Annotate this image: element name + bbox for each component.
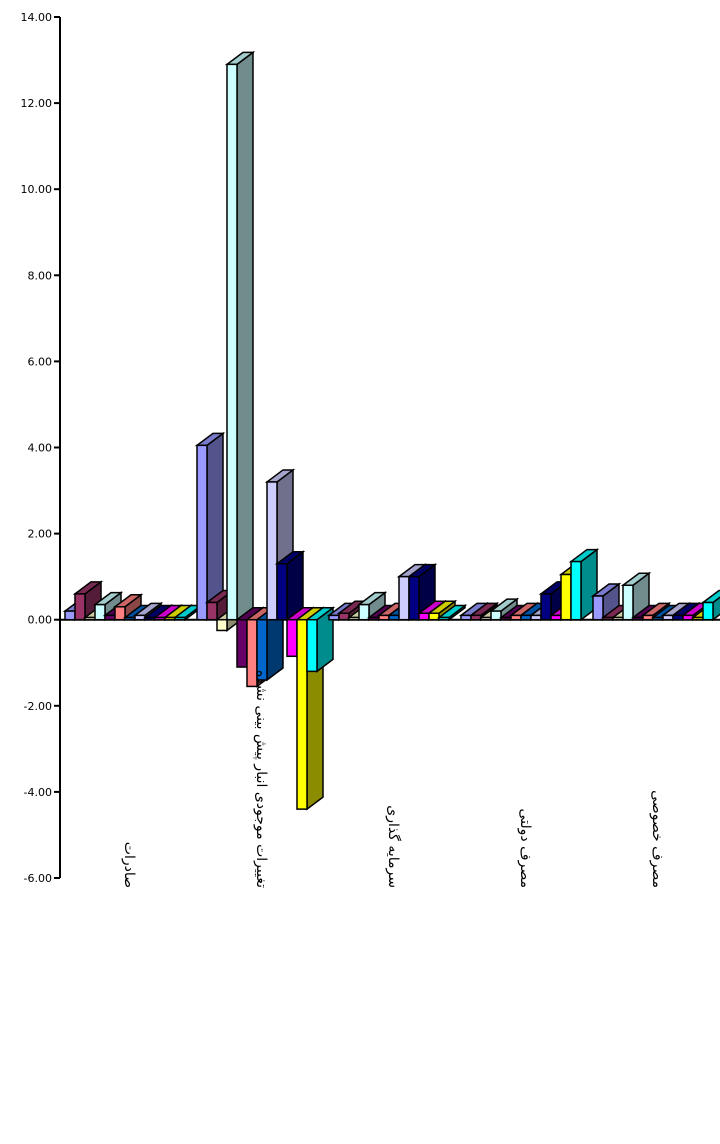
x-tick-label: تغییرات موجودی انبار پیش بینی نشده [253, 670, 269, 888]
bar [501, 618, 511, 620]
bar [693, 618, 703, 620]
bar [267, 482, 277, 620]
bar [429, 613, 439, 619]
y-tick-label: -2.00 [24, 700, 52, 713]
bar [359, 605, 369, 620]
bar [703, 602, 713, 619]
y-tick-label: 6.00 [28, 355, 53, 368]
y-tick-label: 12.00 [21, 97, 53, 110]
bar [135, 615, 145, 619]
bar [439, 618, 449, 620]
x-tick-label: سرمایه گذاری [385, 805, 402, 888]
bar [75, 594, 85, 620]
bar [471, 615, 481, 619]
bar [207, 602, 217, 619]
bar [593, 596, 603, 620]
bar [65, 611, 75, 620]
y-tick-label: 2.00 [28, 528, 53, 541]
y-tick-label: 8.00 [28, 269, 53, 282]
y-tick-label: 4.00 [28, 442, 53, 455]
y-tick-label: 10.00 [21, 183, 53, 196]
bar [683, 615, 693, 619]
bar [227, 64, 237, 619]
bar [95, 605, 105, 620]
bar [217, 620, 227, 631]
bar [175, 618, 185, 620]
bar [105, 615, 115, 619]
bar [85, 618, 95, 620]
bar [297, 620, 307, 809]
bar [329, 615, 339, 619]
bar [633, 618, 643, 620]
bar [531, 615, 541, 619]
y-tick-label: -6.00 [24, 872, 52, 885]
bar [481, 618, 491, 620]
bar [307, 620, 317, 672]
bar [561, 574, 571, 619]
x-tick-label: مصرف خصوصی [649, 790, 665, 888]
bar [369, 618, 379, 620]
x-tick-label: صادرات [121, 842, 137, 888]
bar [287, 620, 297, 657]
bar [349, 618, 359, 620]
bar [339, 613, 349, 619]
y-tick-label: 0.00 [28, 614, 53, 627]
bar [643, 615, 653, 619]
bar [571, 562, 581, 620]
bar [419, 613, 429, 619]
bar [399, 577, 409, 620]
bar [613, 618, 623, 620]
bar [491, 611, 501, 620]
bar [237, 620, 247, 667]
chart: -6.00 -4.00 -2.00 0.00 2.00 4.00 6.00 8.00 10.00… [0, 0, 720, 1144]
bar [623, 585, 633, 619]
bar [125, 618, 135, 620]
y-tick-label: -4.00 [24, 786, 52, 799]
bar [653, 618, 663, 620]
page: {"chart_data": {"type": "bar3d", "catego… [0, 0, 720, 1144]
bar [197, 445, 207, 619]
x-tick-label: مصرف دولتی [517, 809, 533, 888]
y-tick-label: 14.00 [21, 11, 53, 24]
bar-side [237, 52, 253, 619]
bar [551, 615, 561, 619]
bar [277, 564, 287, 620]
bar [389, 615, 399, 619]
bar [409, 577, 419, 620]
